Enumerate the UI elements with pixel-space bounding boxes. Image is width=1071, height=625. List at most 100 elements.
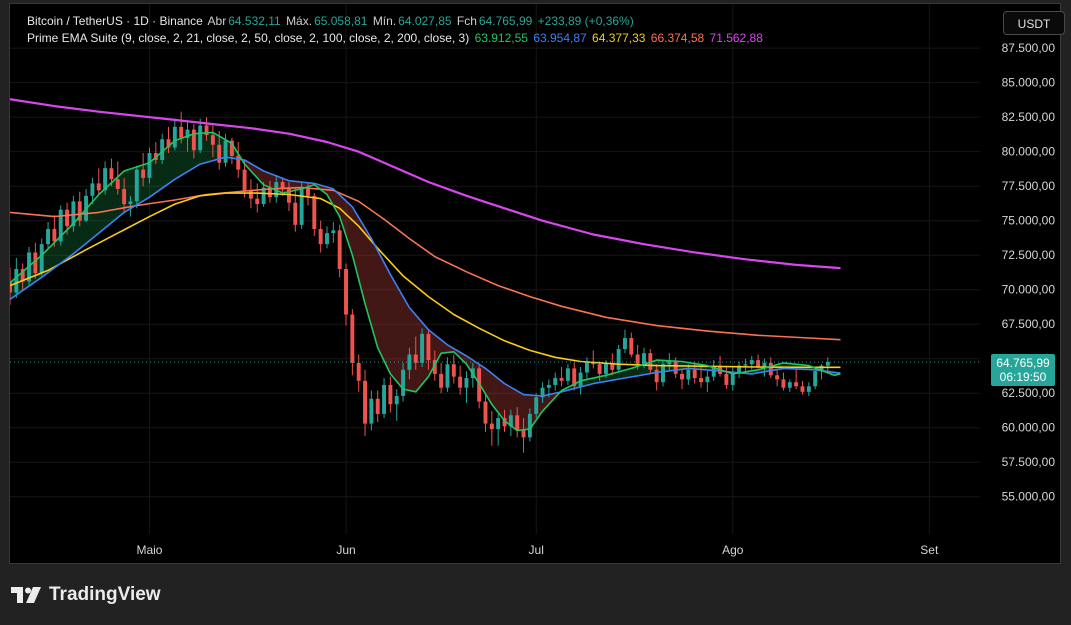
currency-button[interactable]: USDT [1003, 11, 1065, 35]
ema100-line [10, 186, 841, 341]
candle [134, 165, 139, 209]
high-label: Máx. [286, 14, 313, 28]
candle-body [534, 397, 539, 414]
candle [521, 418, 526, 453]
candle [286, 182, 291, 212]
candle [344, 263, 348, 326]
candle [255, 183, 260, 213]
candle-body [800, 386, 805, 392]
ema-ribbon-segment [371, 238, 375, 337]
candle-body [128, 201, 133, 205]
ema-ribbon-segment [130, 167, 134, 209]
ema-ribbon-segment [181, 137, 185, 176]
ema-ribbon-segment [434, 334, 438, 365]
candle [46, 222, 51, 250]
ema-ribbon-segment [605, 374, 610, 382]
candle-body [71, 201, 76, 227]
open-value: 64.532,11 [228, 14, 281, 28]
candle [781, 372, 786, 391]
ema-ribbon-segment [593, 377, 597, 384]
candle-body [210, 135, 215, 145]
indicator-legend[interactable]: Prime EMA Suite (9, close, 2, 21, close,… [27, 31, 765, 45]
tradingview-logo-icon [11, 587, 41, 603]
ema-ribbon-segment [73, 219, 77, 254]
ema-ribbon-segment [178, 138, 182, 178]
candle [508, 409, 513, 437]
candle [122, 177, 127, 213]
ema-ribbon-segment [92, 198, 96, 239]
ema-ribbon-segment [482, 366, 486, 394]
candle [737, 361, 742, 379]
candle-body [661, 364, 665, 383]
candle-body [496, 418, 501, 430]
ema-ribbon-segment [361, 222, 366, 304]
ema-ribbon-segment [520, 392, 524, 431]
time-axis[interactable]: Maio Jun Jul Ago Set [136, 543, 938, 557]
candle-body [508, 415, 513, 427]
candle-body [401, 369, 406, 396]
candle-body [692, 369, 697, 379]
candle [160, 133, 165, 165]
candle-body [115, 179, 120, 189]
candle-body [502, 418, 507, 427]
price-axis[interactable]: 87.500,00 85.000,00 82.500,00 80.000,00 77.5… [1002, 41, 1056, 504]
candle [540, 382, 545, 403]
candle [204, 117, 209, 141]
ema-ribbon-segment [260, 169, 264, 185]
candle [426, 329, 431, 370]
ema-ribbon-segment [184, 136, 188, 174]
candle-body [420, 333, 425, 363]
candle-body [217, 144, 222, 163]
price-chart[interactable]: 87.500,00 85.000,00 82.500,00 80.000,00 77.5… [10, 4, 1060, 563]
candle-body [350, 314, 355, 363]
high-value: 65.058,81 [314, 14, 368, 28]
candle-body [559, 378, 564, 381]
candle [318, 220, 323, 253]
candle [654, 364, 659, 391]
ema-ribbon-segment [266, 172, 270, 188]
candle [331, 222, 336, 243]
candle [39, 238, 44, 276]
symbol-title[interactable]: Bitcoin / TetherUS · 1D · Binance [27, 14, 203, 28]
candle-body [229, 140, 234, 156]
x-tick-label: Jul [529, 543, 544, 557]
candle-body [737, 365, 742, 373]
y-tick-label: 75.000,00 [1002, 214, 1056, 228]
y-tick-label: 67.500,00 [1002, 317, 1056, 331]
candle-body [540, 387, 545, 398]
close-value: 64.765,99 [478, 14, 533, 28]
candle-body [521, 430, 526, 438]
ema-ribbon-segment [346, 200, 350, 246]
candle [191, 124, 196, 159]
candle [394, 389, 399, 421]
indicator-name[interactable]: Prime EMA Suite (9, close, 2, 21, close,… [27, 31, 470, 45]
ema-ribbon-segment [155, 154, 159, 193]
chart-panel[interactable]: 87.500,00 85.000,00 82.500,00 80.000,00 77.5… [9, 3, 1065, 564]
ema9-line [10, 131, 841, 432]
candle-body [439, 373, 444, 388]
candle-body [629, 338, 634, 355]
candle [800, 380, 805, 395]
candle-body [445, 364, 450, 388]
candle-body [388, 384, 393, 405]
candle [382, 378, 387, 419]
ema-ribbon-segment [485, 368, 489, 400]
ema-ribbon-segment [590, 378, 594, 385]
candle-body [103, 168, 108, 191]
ema-ribbon-segment [358, 217, 362, 292]
candle [261, 182, 266, 207]
x-tick-label: Maio [136, 543, 162, 557]
candle-body [819, 365, 824, 372]
candle-body [825, 361, 830, 366]
ema-ribbon-segment [491, 373, 495, 409]
candle-body [546, 384, 551, 388]
candle-body [344, 269, 348, 315]
candle-body [267, 187, 272, 198]
ema-ribbon-segment [384, 262, 388, 368]
candle-body [686, 369, 691, 380]
candle-body [280, 182, 285, 189]
candle [172, 118, 177, 151]
tradingview-logo[interactable]: TradingView [11, 584, 161, 606]
candle-body [382, 384, 387, 414]
